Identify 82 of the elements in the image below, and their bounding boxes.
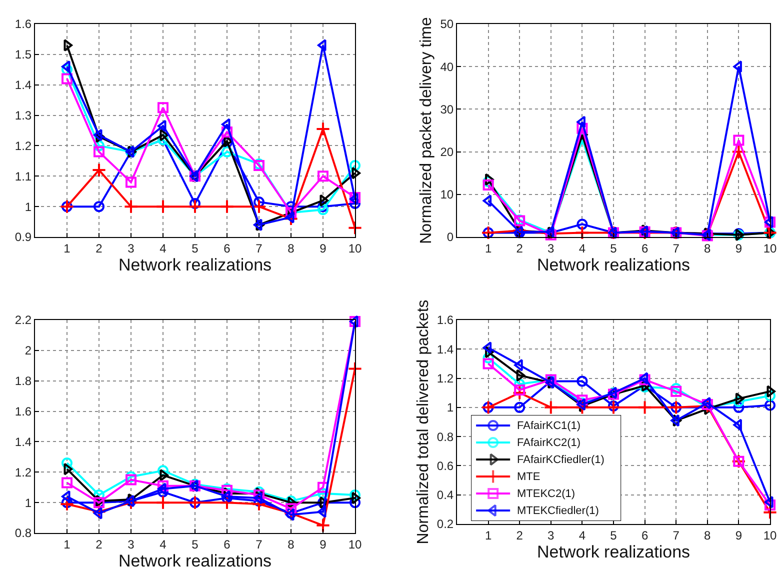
x-tick-label: 8 [704,241,712,256]
legend-label: FAfairKC1(1) [517,420,581,432]
x-tick-label: 10 [763,241,777,256]
y-axis-title: Normalized packet delivery time [418,17,436,244]
y-tick-label: 1.5 [14,48,32,62]
y-tick-label: 40 [440,60,454,74]
x-tick-label: 8 [288,537,295,552]
x-tick-label: 2 [516,241,524,256]
x-tick-label: 10 [763,528,777,542]
x-tick-label: 9 [735,241,742,256]
x-tick-label: 7 [672,528,680,542]
x-tick-label: 4 [160,537,167,552]
x-tick-label: 1 [484,241,492,256]
x-tick-label: 6 [641,528,648,542]
x-tick-label: 4 [160,241,167,256]
x-tick-label: 10 [348,241,362,256]
x-tick-label: 1 [64,241,71,256]
y-tick-label: 1.2 [436,371,454,386]
legend-label: FAfairKCfiedler(1) [517,454,604,466]
y-tick-label: 1.4 [14,78,32,92]
x-tick-label: 9 [320,537,327,552]
x-tick-label: 3 [548,528,555,542]
x-tick-label: 9 [735,528,742,542]
x-tick-label: 9 [320,241,327,256]
x-tick-label: 7 [256,537,263,552]
x-tick-label: 6 [641,241,648,256]
y-tick-label: 1.6 [14,404,32,418]
y-tick-label: 0.2 [436,517,454,532]
y-axis-title: Normalized total delivered packets [414,300,432,544]
x-tick-label: 2 [516,528,524,542]
x-axis-title: Network realizations [536,255,690,274]
y-tick-label: 1.2 [14,138,32,153]
x-tick-label: 6 [224,537,231,552]
x-tick-label: 8 [704,528,712,542]
y-tick-label: 1.4 [436,342,454,356]
y-tick-label: 1 [24,496,32,510]
y-tick-label: 0.8 [14,526,32,540]
y-tick-label: 1 [446,400,454,415]
x-tick-label: 3 [548,241,555,256]
x-tick-label: 2 [96,537,103,552]
legend-label: MTEKC2(1) [517,488,576,500]
x-tick-label: 6 [224,241,231,256]
y-tick-label: 30 [440,102,454,116]
legend-label: FAfairKC2(1) [517,437,581,449]
legend-label: MTEKCfiedler(1) [517,505,599,517]
legend-label: MTE [517,471,540,483]
x-tick-label: 4 [578,241,586,256]
y-tick-label: 1.2 [14,465,32,480]
y-tick-label: 1.8 [14,374,32,388]
y-tick-label: 0 [446,230,454,244]
x-axis-title: Network realizations [118,255,272,274]
y-tick-label: 0.4 [436,488,454,502]
y-tick-label: 10 [440,188,454,202]
x-tick-label: 5 [610,241,618,256]
x-axis-title: Network realizations [536,542,690,562]
y-tick-label: 1.3 [14,108,32,122]
x-tick-label: 4 [578,528,586,542]
y-tick-label: 1.6 [14,17,32,32]
x-tick-label: 2 [96,241,103,256]
x-tick-label: 8 [288,241,295,256]
y-tick-label: 1 [24,200,32,214]
x-tick-label: 1 [484,528,492,542]
y-tick-label: 50 [440,17,454,32]
x-tick-label: 7 [256,241,263,256]
y-tick-label: 20 [440,145,454,159]
y-tick-label: 1.4 [14,434,32,449]
x-tick-label: 7 [672,241,680,256]
x-tick-label: 5 [192,537,199,552]
x-tick-label: 5 [610,528,618,542]
y-tick-label: 0.9 [14,230,32,244]
y-tick-label: 2.2 [14,313,32,328]
x-tick-label: 10 [348,537,362,552]
y-tick-label: 2 [24,344,32,358]
y-tick-label: 0.6 [436,458,454,473]
y-tick-label: 1.6 [436,313,454,328]
x-tick-label: 3 [128,241,135,256]
y-tick-label: 0.8 [436,430,454,444]
x-tick-label: 1 [64,537,71,552]
x-tick-label: 3 [128,537,135,552]
x-tick-label: 5 [192,241,199,256]
x-axis-title: Network realizations [118,551,272,570]
y-tick-label: 1.1 [14,169,32,184]
